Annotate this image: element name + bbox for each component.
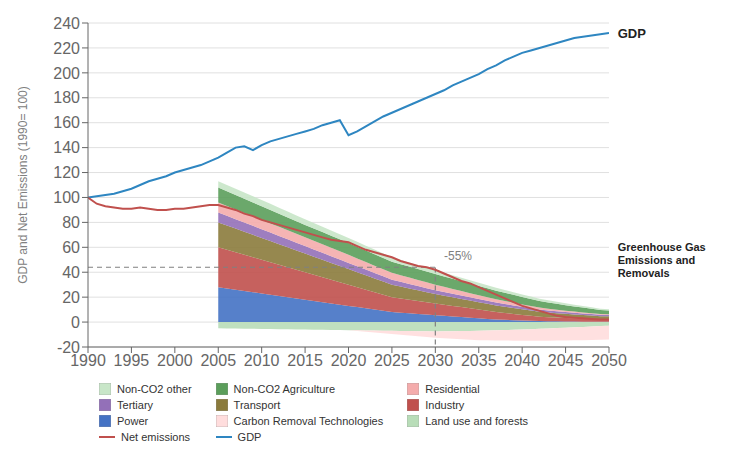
- svg-text:1995: 1995: [114, 352, 150, 369]
- svg-text:GDP and Net Emissions (1990= 1: GDP and Net Emissions (1990= 100): [16, 86, 30, 284]
- svg-text:0: 0: [71, 314, 80, 331]
- html-text:Tertiary: Tertiary: [117, 399, 154, 411]
- html-text:Non-CO2 other: Non-CO2 other: [117, 383, 192, 395]
- svg-text:120: 120: [53, 164, 80, 181]
- svg-text:1990: 1990: [70, 352, 106, 370]
- html-text:Residential: Residential: [425, 383, 480, 395]
- svg-text:2035: 2035: [461, 352, 497, 369]
- html-text:Power: Power: [117, 415, 149, 427]
- svg-text:2045: 2045: [548, 352, 584, 369]
- svg-text:220: 220: [53, 40, 80, 57]
- svg-text:200: 200: [53, 65, 80, 82]
- html-text:Industry: Industry: [425, 399, 465, 411]
- svg-text:140: 140: [53, 139, 80, 156]
- svg-text:2040: 2040: [504, 352, 540, 369]
- html-text:Land use and forests: Land use and forests: [425, 415, 528, 427]
- svg-text:2030: 2030: [418, 352, 454, 369]
- svg-text:20: 20: [62, 289, 80, 306]
- svg-text:60: 60: [62, 239, 80, 256]
- svg-text:2050: 2050: [591, 352, 627, 369]
- svg-text:40: 40: [62, 264, 80, 281]
- html-text:Carbon Removal Technologies: Carbon Removal Technologies: [233, 415, 384, 427]
- svg-text:2010: 2010: [244, 352, 280, 369]
- html-text:Non-CO2 Agriculture: Non-CO2 Agriculture: [233, 383, 336, 395]
- svg-text:2000: 2000: [157, 352, 193, 369]
- svg-text:-20: -20: [57, 339, 80, 356]
- svg-text:Greenhouse GasEmissions andRem: Greenhouse GasEmissions andRemovals: [618, 241, 706, 279]
- svg-text:2015: 2015: [287, 352, 323, 369]
- svg-text:-55%: -55%: [444, 249, 472, 263]
- svg-text:180: 180: [53, 89, 80, 106]
- svg-text:GDP: GDP: [618, 25, 647, 40]
- html-text:Transport: Transport: [233, 399, 281, 411]
- svg-text:80: 80: [62, 214, 80, 231]
- svg-text:160: 160: [53, 114, 80, 131]
- svg-text:100: 100: [53, 189, 80, 206]
- svg-text:2005: 2005: [200, 352, 236, 369]
- svg-text:240: 240: [53, 15, 80, 32]
- svg-text:2025: 2025: [374, 352, 410, 369]
- html-text:Net emissions: Net emissions: [121, 431, 191, 443]
- svg-text:2020: 2020: [331, 352, 367, 369]
- html-text:GDP: GDP: [237, 431, 262, 443]
